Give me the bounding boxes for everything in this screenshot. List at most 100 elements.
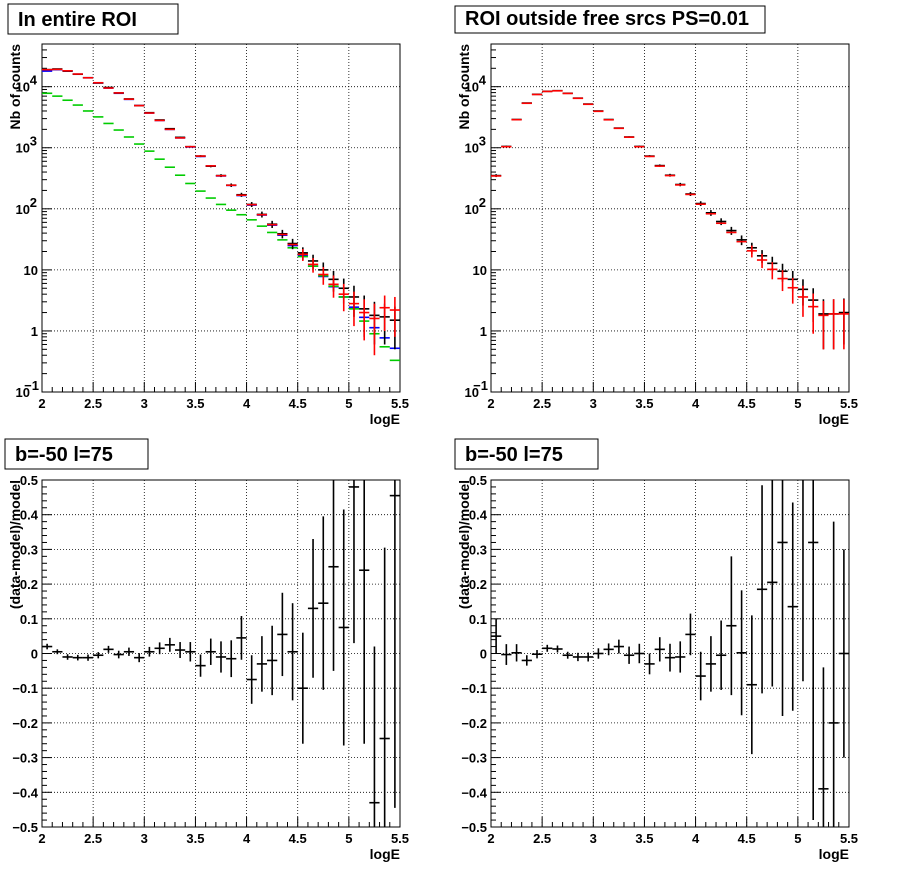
data-point [746, 245, 757, 258]
y-tick-label: −0.1 [12, 681, 38, 696]
data-point [318, 267, 329, 285]
y-tick-label: −0.2 [461, 716, 487, 731]
data-point [297, 248, 308, 261]
data-point [205, 638, 216, 665]
y-tick-label: 0.4 [20, 508, 39, 523]
data-point [736, 235, 747, 246]
data-point [195, 654, 206, 677]
chart-3: b=-50 l=75 2 2.5 3 3.5 4 4.5 5 5.5 −0.5 −0.4 −0.3 −0… [4, 438, 409, 862]
data-point [491, 618, 502, 654]
y-tick-exponent: 3 [479, 134, 486, 149]
x-tick-label: 2 [487, 396, 494, 411]
y-tick-label: 10 [465, 80, 479, 95]
y-tick-label: 0.1 [469, 612, 487, 627]
y-tick-label: 10 [465, 202, 479, 217]
data-point [123, 647, 135, 656]
x-tick-label: 3.5 [186, 831, 204, 846]
data-point [103, 645, 114, 653]
data-point [552, 645, 563, 653]
data-point [72, 654, 83, 661]
data-point [154, 642, 165, 655]
x-tick-label: 2.5 [84, 831, 102, 846]
data-point [756, 253, 768, 269]
data-point [82, 654, 94, 661]
y-tick-label: −0.4 [461, 785, 487, 800]
data-point [511, 644, 522, 662]
data-layer [491, 480, 849, 827]
data-point [664, 643, 676, 672]
data-point [593, 648, 604, 659]
y-ticks [491, 43, 501, 393]
data-point [808, 293, 819, 334]
data-point [215, 641, 227, 673]
x-tick-label: 4 [243, 831, 251, 846]
data-point [277, 592, 288, 677]
data-point [328, 480, 339, 671]
data-point [787, 277, 798, 304]
x-tick-label: 5.5 [391, 831, 409, 846]
y-ticks [42, 479, 52, 828]
data-point [307, 258, 319, 273]
data-point [389, 480, 400, 808]
data-point [542, 644, 553, 652]
data-point [767, 480, 778, 687]
y-tick-label: −0.5 [12, 820, 38, 835]
data-point [726, 556, 737, 696]
y-tick-label: 10 [24, 263, 38, 278]
data-point [644, 653, 655, 675]
data-point [736, 590, 747, 716]
data-point [818, 300, 829, 350]
series-2 [491, 90, 849, 350]
y-tick-label: −0.3 [461, 751, 487, 766]
chart-title: In entire ROI [18, 9, 137, 31]
data-point [777, 270, 788, 292]
data-point [297, 632, 308, 744]
y-tick-exponent: 3 [30, 134, 37, 149]
data-point [705, 636, 717, 692]
y-tick-label: 0.4 [469, 508, 488, 523]
data-point [562, 651, 573, 659]
y-tick-label: 0.3 [469, 542, 487, 557]
x-axis-label: logE [370, 411, 400, 427]
x-tick-label: 5.5 [391, 396, 409, 411]
title-box [7, 3, 179, 35]
data-point [246, 655, 257, 704]
y-tick-label: 10 [16, 80, 30, 95]
data-point [716, 620, 727, 690]
x-tick-label: 4 [692, 396, 700, 411]
y-tick-label: 10 [473, 263, 487, 278]
data-point [369, 303, 380, 356]
data-point [379, 547, 390, 827]
x-ticks [490, 382, 850, 392]
y-tick-exponent: 4 [479, 73, 487, 88]
data-point [267, 625, 278, 696]
data-point [134, 653, 145, 663]
series-1 [42, 480, 400, 827]
x-tick-label: 5 [794, 396, 801, 411]
x-tick-label: 3 [141, 396, 148, 411]
series-3 [42, 68, 400, 350]
x-tick-label: 2.5 [533, 831, 551, 846]
y-tick-label: 0.5 [20, 473, 38, 488]
x-ticks [41, 382, 401, 392]
x-ticks [490, 817, 850, 827]
data-point [838, 299, 849, 350]
data-point [654, 637, 665, 662]
x-axis-label: logE [819, 846, 849, 862]
data-point [236, 616, 247, 660]
x-tick-label: 5 [794, 831, 801, 846]
y-tick-label: 0.3 [20, 542, 38, 557]
y-tick-label: 10 [16, 385, 30, 400]
x-tick-label: 4 [243, 396, 251, 411]
data-point [828, 299, 839, 350]
data-layer [42, 480, 400, 827]
data-point [603, 643, 614, 656]
data-point [113, 650, 124, 659]
y-axis-label: Nb of counts [456, 44, 472, 130]
data-point [328, 275, 339, 298]
y-tick-exponent: 2 [479, 195, 486, 210]
grid [42, 480, 400, 827]
title-box [454, 5, 766, 34]
